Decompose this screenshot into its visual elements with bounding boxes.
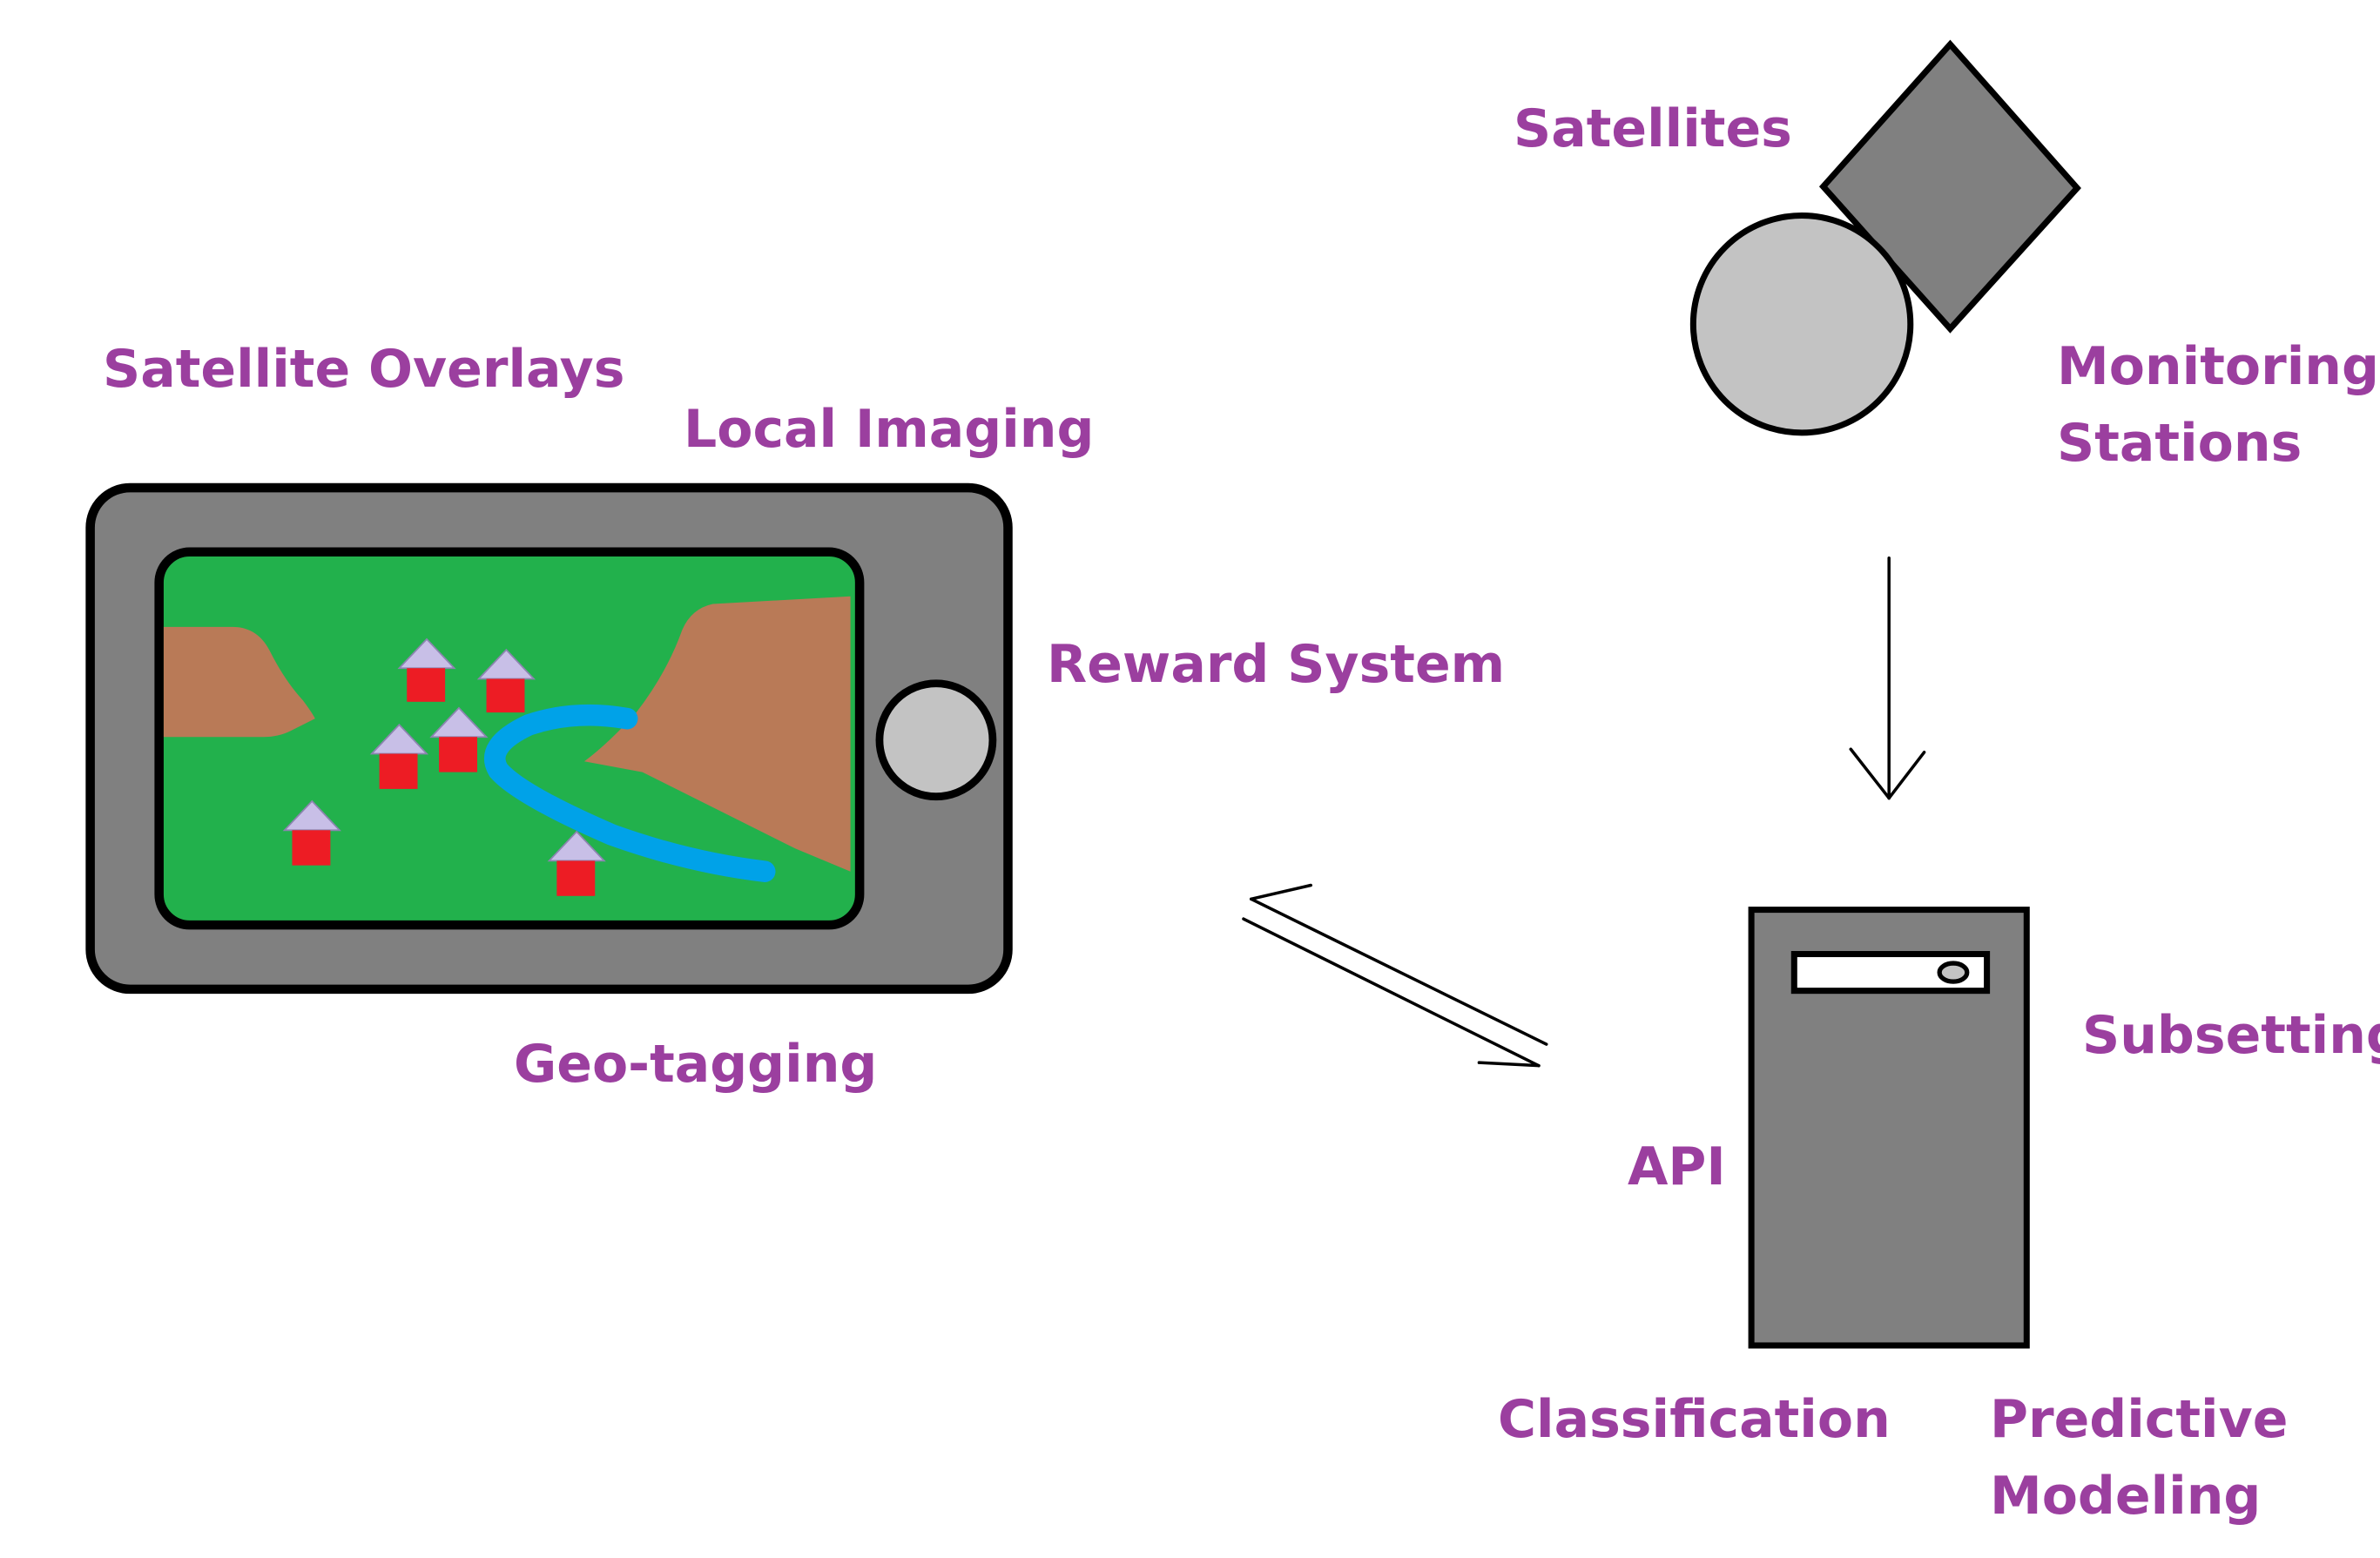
server-tower-icon xyxy=(1748,907,2030,1349)
down-arrow xyxy=(1849,556,1926,800)
house-icon xyxy=(476,648,536,713)
label-predictive-line2: Modeling xyxy=(1990,1466,2262,1527)
label-satellites: Satellites xyxy=(1514,98,1792,159)
smartphone-map-icon xyxy=(85,482,1013,995)
label-monitoring-stations: Monitoring Stations xyxy=(2057,328,2379,482)
label-predictive-modeling: Predictive Modeling xyxy=(1990,1381,2288,1534)
satellite-circle xyxy=(1689,212,1914,436)
house-icon xyxy=(429,706,489,772)
label-classification: Classification xyxy=(1498,1389,1891,1450)
server-drive-light xyxy=(1937,961,1970,984)
label-monitoring-line1: Monitoring xyxy=(2057,336,2379,397)
satellite-dish-icon xyxy=(1689,39,2081,436)
phone-home-button xyxy=(875,679,997,801)
label-monitoring-line2: Stations xyxy=(2057,413,2302,474)
house-icon xyxy=(282,799,341,866)
label-reward-system: Reward System xyxy=(1047,634,1506,695)
left-hill xyxy=(163,626,315,738)
label-subsetting: Subsetting xyxy=(2082,1005,2380,1066)
label-predictive-line1: Predictive xyxy=(1990,1389,2289,1450)
house-icon xyxy=(369,723,429,789)
bidirectional-arrow xyxy=(1242,883,1548,1068)
label-api: API xyxy=(1628,1136,1726,1197)
label-local-imaging: Local Imaging xyxy=(684,399,1095,460)
label-geo-tagging: Geo-tagging xyxy=(514,1034,878,1095)
river xyxy=(484,704,776,883)
label-satellite-overlays: Satellite Overlays xyxy=(103,339,625,400)
house-icon xyxy=(397,637,456,702)
house-icon xyxy=(547,830,606,896)
right-hill xyxy=(583,596,851,872)
